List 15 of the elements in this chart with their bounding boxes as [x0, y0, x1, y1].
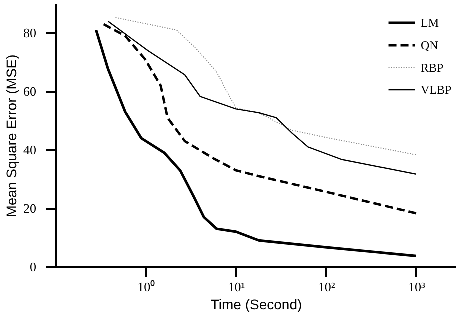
x-tick-label: 10³ [408, 280, 426, 294]
legend-label: VLBP [421, 83, 452, 97]
y-tick-label: 40 [24, 142, 36, 158]
y-tick-label: 60 [24, 84, 36, 100]
legend-label: RBP [421, 61, 444, 75]
y-tick-label: 0 [30, 260, 36, 274]
x-axis-title: Time (Second) [210, 296, 302, 312]
legend-label: QN [421, 38, 439, 52]
x-tick-label: 10⁰ [138, 280, 156, 294]
y-axis-title: Mean Square Error (MSE) [4, 54, 20, 218]
x-tick-label: 10² [318, 280, 336, 294]
y-tick-label: 80 [24, 26, 36, 41]
y-tick-label: 20 [24, 201, 36, 216]
x-tick-label: 10¹ [228, 280, 246, 294]
legend-label: LM [421, 16, 440, 30]
